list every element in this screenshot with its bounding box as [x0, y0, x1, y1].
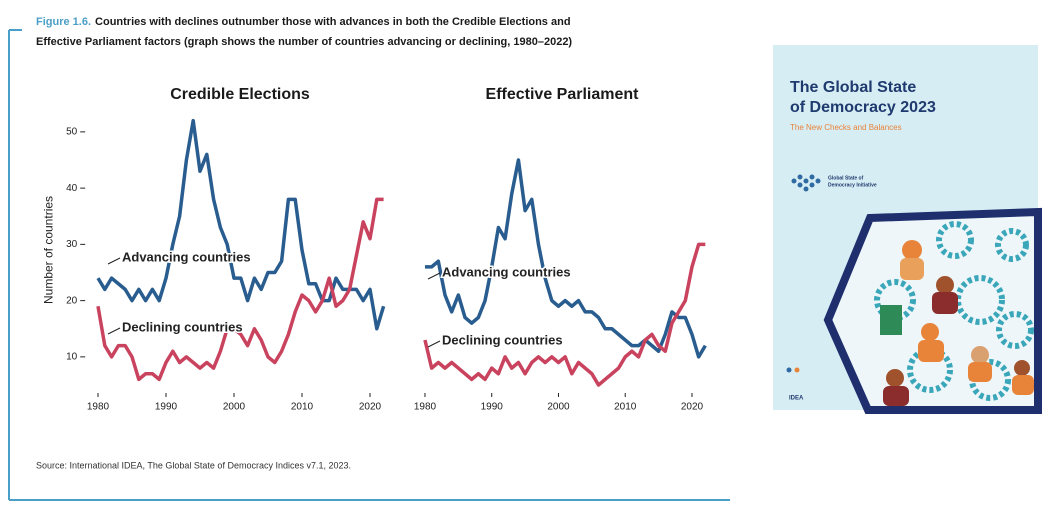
label-leader	[427, 272, 441, 280]
series-label: Declining countries	[122, 319, 243, 334]
x-tick-label: 1990	[155, 402, 178, 413]
y-tick-label: 40	[66, 183, 78, 194]
initiative-name: Global State of	[828, 175, 864, 181]
publisher: IDEA	[789, 396, 804, 402]
initiative-name: Democracy Initiative	[828, 182, 877, 188]
chart-title: Effective Parliament	[486, 86, 640, 103]
label-leader	[107, 257, 121, 265]
x-tick-label: 2010	[291, 402, 314, 413]
series-line	[96, 197, 384, 382]
series-line	[96, 118, 386, 331]
x-tick-label: 1990	[481, 402, 504, 413]
y-tick-label: 30	[66, 239, 78, 250]
series-line	[423, 242, 706, 387]
x-tick-label: 2000	[223, 402, 246, 413]
caption-line: Effective Parliament factors (graph show…	[36, 36, 572, 48]
series-label: Advancing countries	[122, 249, 251, 264]
y-tick-label: 20	[66, 295, 78, 306]
logo-dot	[794, 367, 800, 373]
caption-line: Countries with declines outnumber those …	[95, 16, 571, 28]
cover-subtitle: The New Checks and Balances	[790, 123, 902, 132]
x-tick-label: 1980	[414, 402, 437, 413]
x-tick-label: 2020	[359, 402, 382, 413]
y-axis-label: Number of countries	[41, 196, 55, 304]
y-tick-label: 50	[66, 127, 78, 138]
source-note: Source: International IDEA, The Global S…	[36, 460, 351, 470]
x-tick-label: 1980	[87, 402, 110, 413]
cover-title: The Global State	[790, 79, 916, 96]
cover-title: of Democracy 2023	[790, 99, 936, 116]
label-leader	[107, 327, 121, 335]
book-cover: The Global State of Democracy 2023 The N…	[773, 45, 1042, 414]
series-line	[424, 158, 707, 359]
figure-label: Figure 1.6.	[36, 16, 91, 28]
logo-dot	[786, 367, 792, 373]
x-tick-label: 2010	[614, 402, 637, 413]
figure-caption: Figure 1.6. Countries with declines outnu…	[36, 16, 571, 28]
series-label: Advancing countries	[442, 264, 571, 279]
illustration	[874, 221, 1034, 406]
initiative-logo	[791, 174, 821, 192]
y-tick-label: 10	[66, 352, 78, 363]
x-tick-label: 2020	[681, 402, 704, 413]
label-leader	[427, 340, 441, 348]
x-tick-label: 2000	[547, 402, 570, 413]
chart-title: Credible Elections	[170, 86, 310, 103]
series-label: Declining countries	[442, 332, 563, 347]
